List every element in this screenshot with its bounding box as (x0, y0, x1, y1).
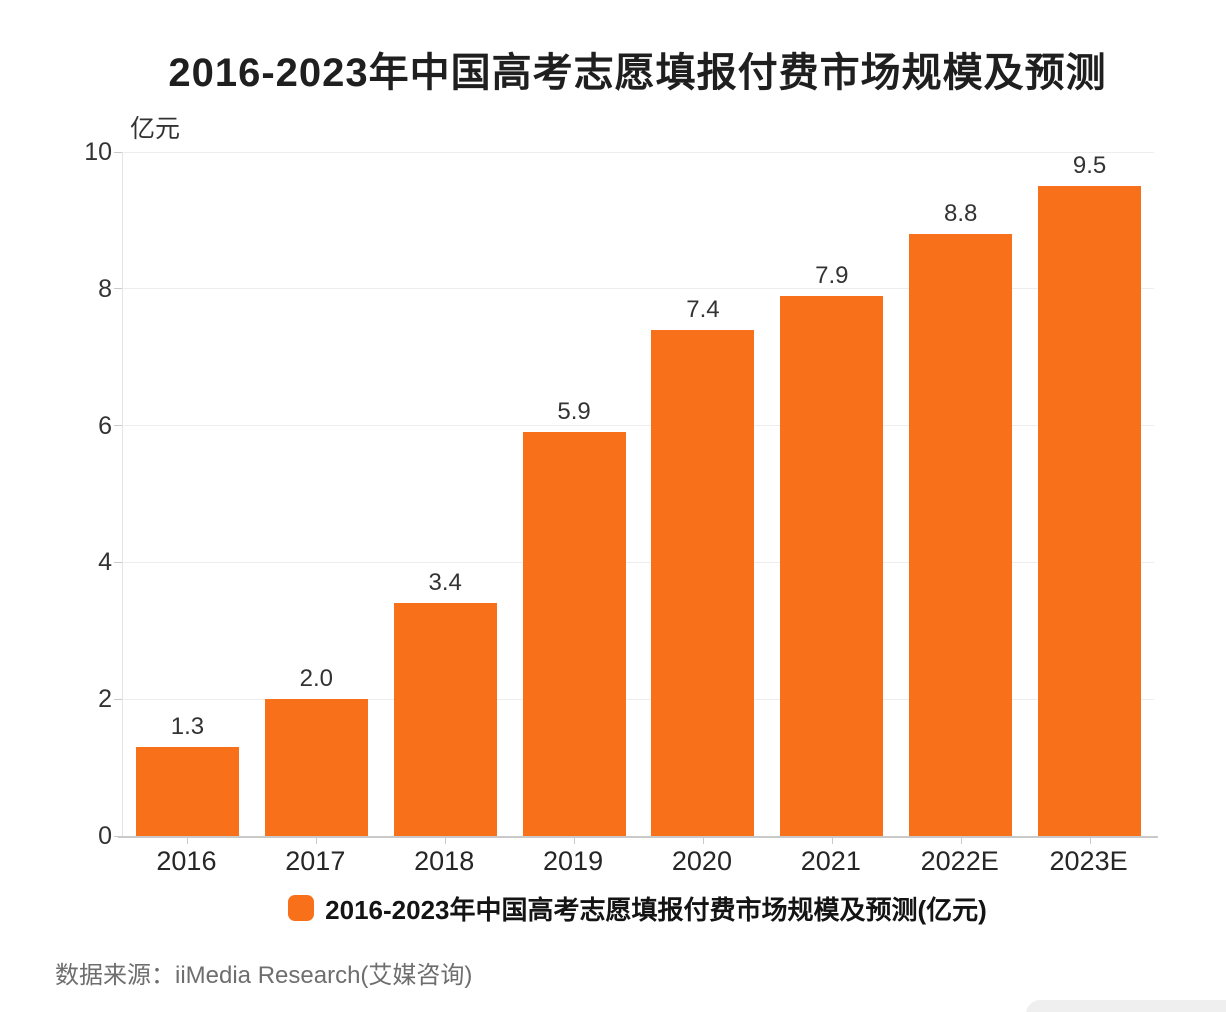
plot-area: 1.3 2.0 3.4 5.9 7.4 7.9 8.8 9.5 (122, 151, 1154, 844)
legend-marker-icon (288, 895, 315, 921)
bar-2018 (394, 603, 497, 836)
x-axis-tick (703, 838, 704, 844)
gridline (123, 698, 1154, 700)
y-axis-tick (114, 425, 122, 427)
bar-2023E (1038, 186, 1141, 836)
x-axis-tick (187, 838, 188, 844)
x-axis-tick (832, 838, 833, 844)
x-axis-line (118, 836, 1158, 838)
y-tick-label: 0 (98, 822, 112, 850)
y-tick-label: 8 (98, 274, 112, 303)
y-axis: 0 2 4 6 8 10 (0, 138, 122, 850)
x-tick-label: 2016 (156, 846, 217, 876)
x-tick-label: 2020 (671, 846, 732, 876)
x-axis-tick (961, 838, 962, 844)
bar-value-label: 3.4 (428, 569, 462, 596)
bar-2020 (651, 330, 754, 836)
x-tick-label: 2019 (543, 846, 604, 876)
gridline (123, 425, 1154, 427)
bar-value-label: 1.3 (170, 713, 205, 740)
y-axis-tick (114, 561, 122, 563)
y-tick-label: 2 (98, 685, 112, 714)
bar-2016 (136, 747, 239, 836)
bar-value-label: 9.5 (1072, 152, 1107, 179)
y-tick-label: 10 (84, 138, 112, 166)
x-axis: 2016 2017 2018 2019 2020 2021 2022E 2023E (122, 844, 1153, 884)
x-axis-tick (316, 838, 317, 844)
bar-2022E (909, 234, 1012, 836)
data-source-text: 数据来源：iiMedia Research(艾媒咨询) (55, 962, 473, 989)
y-tick-label: 6 (98, 411, 112, 440)
bar-value-label: 5.9 (557, 398, 591, 425)
gridline (123, 288, 1154, 290)
y-axis-tick (114, 698, 122, 700)
chart-title: 2016-2023年中国高考志愿填报付费市场规模及预测 (168, 51, 1107, 95)
bar-value-label: 2.0 (299, 665, 333, 692)
x-axis-tick (445, 838, 446, 844)
bar-value-label: 7.9 (815, 262, 849, 289)
gridline (123, 151, 1154, 153)
bar-2021 (780, 296, 883, 836)
x-tick-label: 2021 (800, 846, 861, 876)
gridline (123, 561, 1154, 563)
bar-2017 (265, 699, 368, 836)
y-axis-unit-label: 亿元 (130, 115, 181, 143)
x-axis-tick (574, 838, 575, 844)
legend-label: 2016-2023年中国高考志愿填报付费市场规模及预测(亿元) (325, 894, 987, 925)
y-axis-tick (114, 288, 122, 290)
y-tick-label: 4 (98, 548, 112, 577)
x-tick-label: 2023E (1049, 846, 1128, 876)
bar-2019 (523, 432, 626, 836)
bar-value-label: 8.8 (944, 200, 978, 227)
legend: 2016-2023年中国高考志愿填报付费市场规模及预测(亿元) (122, 892, 1153, 925)
y-axis-tick (114, 151, 122, 153)
bar-value-label: 7.4 (686, 296, 720, 323)
x-axis-tick (1090, 838, 1091, 844)
x-tick-label: 2018 (414, 846, 475, 876)
x-tick-label: 2022E (920, 846, 999, 876)
x-tick-label: 2017 (285, 846, 346, 876)
corner-decoration (1026, 1000, 1226, 1012)
